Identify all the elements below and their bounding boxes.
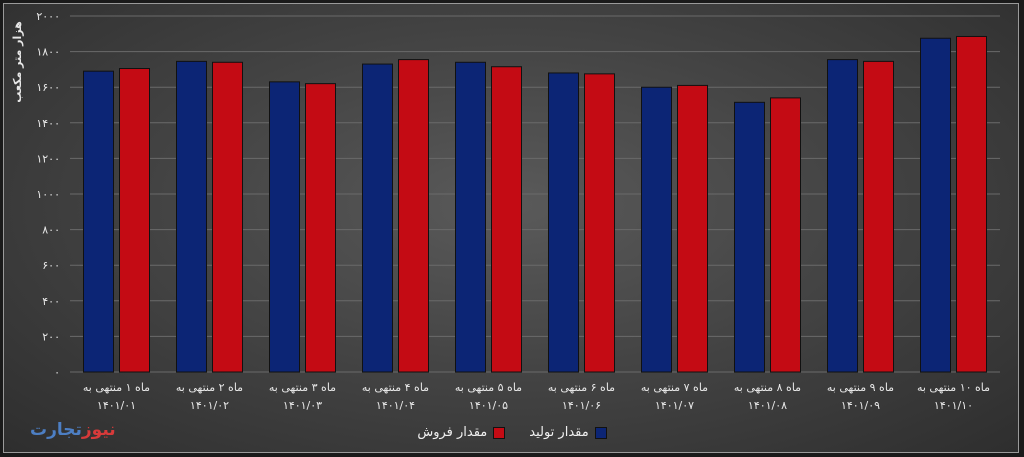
x-category-label: ماه ۵ منتهی به [455, 381, 522, 394]
x-category-label: ماه ۱۰ منتهی به [917, 381, 990, 394]
x-category-label: ماه ۳ منتهی به [269, 381, 336, 394]
bar-sales [305, 83, 336, 373]
bar-sales [398, 59, 429, 373]
x-category-label: ۱۴۰۱/۰۸ [748, 399, 787, 412]
logo-part-trade: تجارت [30, 420, 82, 440]
y-tick-label: ۱۴۰۰ [36, 117, 60, 130]
x-category-label: ۱۴۰۱/۰۶ [562, 399, 601, 412]
bar-sales [863, 60, 894, 373]
x-category-label: ماه ۶ منتهی به [548, 381, 615, 394]
y-tick-label: ۱۲۰۰ [36, 152, 60, 165]
x-category-label: ۱۴۰۱/۰۱ [97, 399, 136, 412]
bar-sales [770, 97, 801, 373]
bar-sales [677, 84, 708, 373]
x-category-label: ۱۴۰۱/۱۰ [934, 399, 973, 412]
y-tick-label: ۴۰۰ [42, 295, 60, 308]
y-tick-label: ۲۰۰ [42, 330, 60, 343]
x-category-label: ۱۴۰۱/۰۴ [376, 399, 415, 412]
bar-sales [212, 61, 243, 373]
legend-item-production: مقدار تولید [529, 425, 607, 440]
bar-production [920, 37, 951, 373]
logo-part-news: نیوز [81, 420, 116, 440]
bar-sales [491, 66, 522, 373]
x-category-label: ماه ۹ منتهی به [827, 381, 894, 394]
legend-label-production: مقدار تولید [529, 425, 589, 440]
x-category-label: ماه ۷ منتهی به [641, 381, 708, 394]
y-tick-label: ۲۰۰۰ [36, 10, 60, 23]
y-tick-label: ۶۰۰ [42, 259, 60, 272]
y-tick-label: ۱۸۰۰ [36, 46, 60, 59]
x-category-label: ماه ۴ منتهی به [362, 381, 429, 394]
x-category-label: ۱۴۰۱/۰۵ [469, 399, 508, 412]
legend-swatch-sales [493, 426, 506, 439]
x-category-label: ماه ۸ منتهی به [734, 381, 801, 394]
chart-legend: مقدار تولید مقدار فروش [0, 425, 1024, 440]
legend-swatch-production [594, 426, 607, 439]
legend-item-sales: مقدار فروش [417, 425, 506, 440]
y-tick-label: ۸۰۰ [42, 224, 60, 237]
y-tick-label: ۱۰۰۰ [36, 188, 60, 201]
legend-label-sales: مقدار فروش [417, 425, 488, 440]
bar-production [269, 81, 300, 373]
bar-production [83, 70, 114, 373]
y-axis-label: هزار متر مکعب [11, 21, 24, 102]
bar-production [827, 59, 858, 373]
x-category-label: ماه ۲ منتهی به [176, 381, 243, 394]
brand-logo: نیوزتجارت [30, 420, 116, 440]
bar-production [176, 60, 207, 373]
bar-production [734, 101, 765, 373]
x-category-label: ۱۴۰۱/۰۲ [190, 399, 229, 412]
y-tick-label: ۱۶۰۰ [36, 81, 60, 94]
bar-production [455, 61, 486, 373]
bar-sales [956, 35, 987, 373]
x-category-label: ماه ۱ منتهی به [83, 381, 150, 394]
y-tick-label: ۰ [54, 366, 60, 379]
x-category-label: ۱۴۰۱/۰۷ [655, 399, 694, 412]
bar-sales [584, 73, 615, 373]
x-category-label: ۱۴۰۱/۰۳ [283, 399, 322, 412]
x-category-label: ۱۴۰۱/۰۹ [841, 399, 880, 412]
bar-production [362, 63, 393, 373]
bar-production [641, 86, 672, 373]
bar-sales [119, 68, 150, 373]
bar-production [548, 72, 579, 373]
